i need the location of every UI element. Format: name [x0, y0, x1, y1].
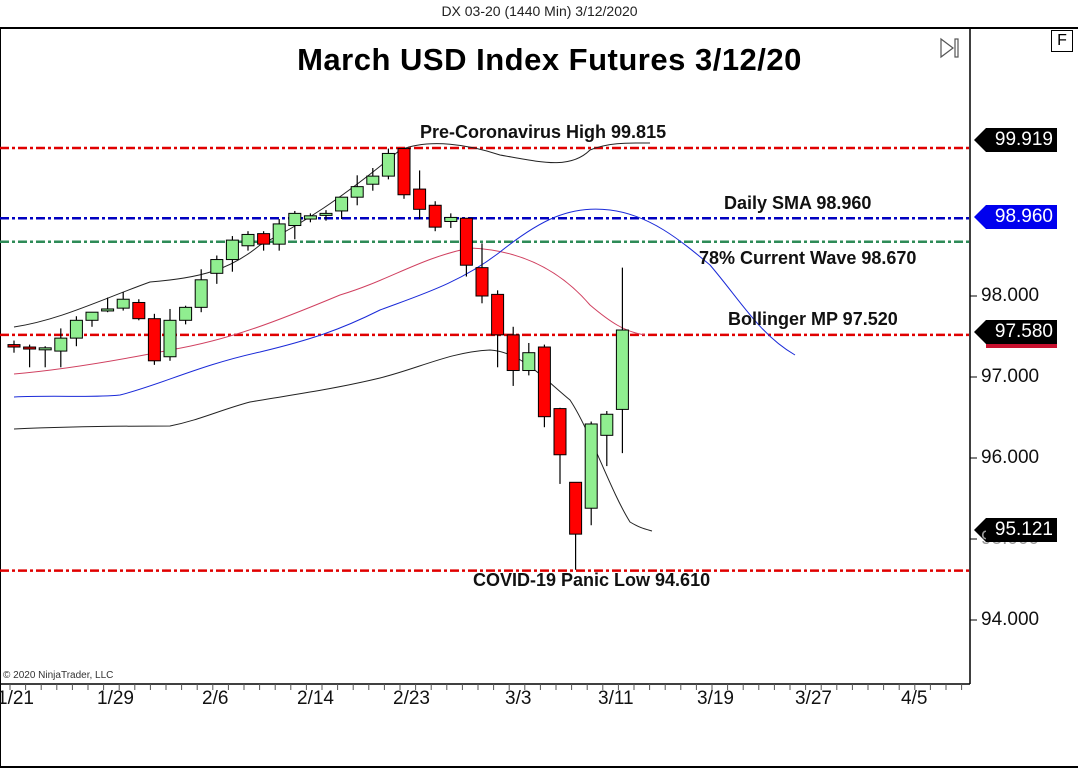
copyright: © 2020 NinjaTrader, LLC: [3, 670, 114, 681]
price-tag-current: 97.580: [986, 320, 1057, 348]
x-tick-2-6: 2/6: [202, 688, 229, 709]
x-tick-3-19: 3/19: [697, 688, 734, 709]
label-covid-low: COVID-19 Panic Low 94.610: [473, 570, 711, 590]
bollinger-bands: [13, 142, 796, 532]
tag-arrow-sma: [974, 205, 986, 229]
label-daily-sma: Daily SMA 98.960: [724, 193, 872, 213]
tag-arrow-lowerband: [974, 518, 986, 542]
candlesticks: [7, 148, 629, 570]
label-pre-covid-high: Pre-Coronavirus High 99.815: [420, 122, 667, 142]
x-tick-1-29: 1/29: [97, 688, 134, 709]
axis-ticks: [9, 295, 977, 690]
tag-arrow-current: [974, 320, 986, 344]
x-tick-3-3: 3/3: [505, 688, 532, 709]
tag-arrow-high: [974, 128, 986, 152]
x-tick-4-5: 4/5: [901, 688, 928, 709]
instrument-header: DX 03-20 (1440 Min) 3/12/2020: [441, 3, 638, 19]
x-tick-3-11: 3/11: [598, 688, 634, 709]
x-tick-2-14: 2/14: [297, 688, 334, 709]
chart-title: March USD Index Futures 3/12/20: [297, 42, 802, 77]
y-tick-98: 98.000: [981, 285, 1040, 306]
label-78-wave: 78% Current Wave 98.670: [699, 248, 917, 268]
scroll-end-icon: [940, 37, 959, 59]
price-tag-high: 99.919: [986, 128, 1057, 152]
x-tick-3-27: 3/27: [795, 688, 832, 709]
label-bollinger-mp: Bollinger MP 97.520: [728, 309, 898, 329]
y-tick-94: 94.000: [981, 609, 1040, 630]
x-tick-1-21: 1/21: [0, 688, 34, 709]
f-button[interactable]: F: [1051, 30, 1073, 52]
scroll-to-end-button[interactable]: [938, 36, 962, 60]
x-tick-2-23: 2/23: [393, 688, 430, 709]
chart-frame: [0, 27, 1078, 768]
y-tick-96: 96.000: [981, 447, 1040, 468]
price-tag-sma: 98.960: [986, 205, 1057, 229]
y-tick-97: 97.000: [981, 366, 1040, 387]
price-tag-lower-band: 95.121: [986, 518, 1057, 542]
